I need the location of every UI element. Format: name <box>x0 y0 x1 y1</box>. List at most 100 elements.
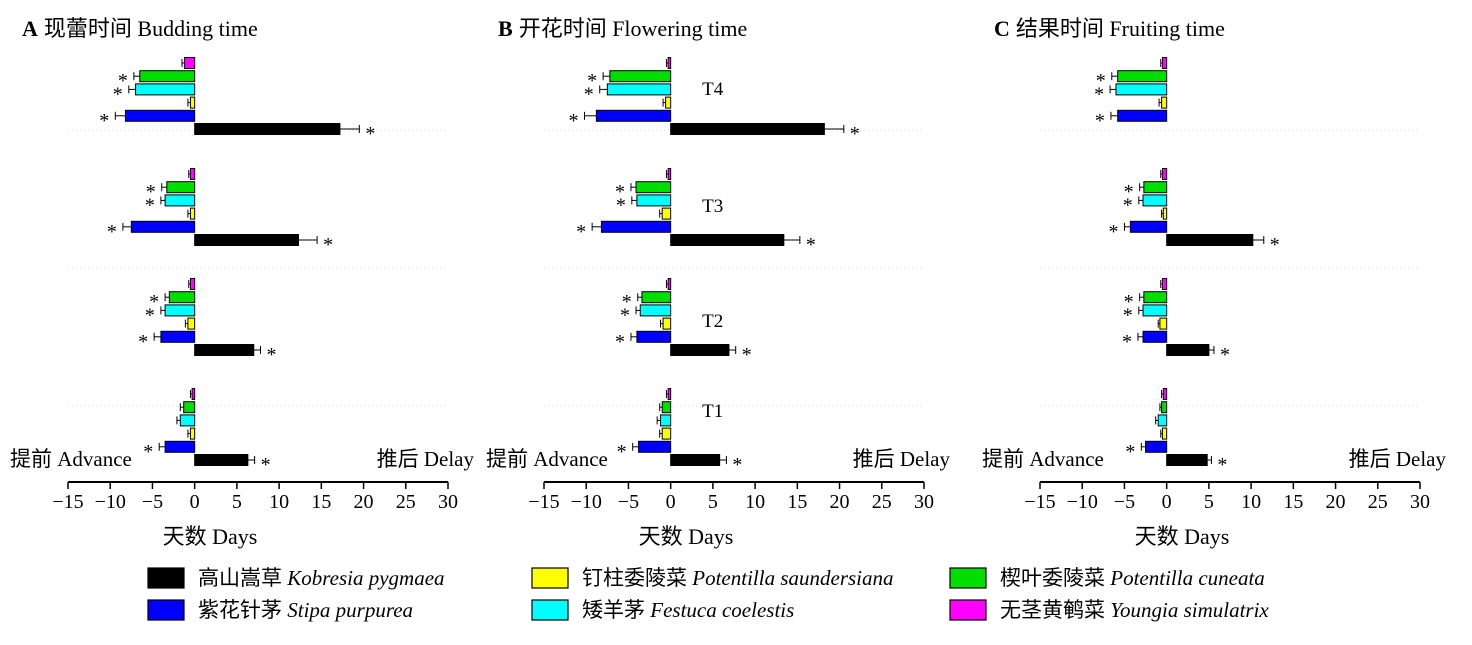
bar <box>1117 70 1168 83</box>
x-tick-label: −15 <box>1024 491 1055 513</box>
significance-star: * <box>616 194 626 216</box>
legend-swatch <box>147 599 185 621</box>
significance-star: * <box>138 331 148 353</box>
bar <box>670 234 785 246</box>
significance-star: * <box>323 234 333 256</box>
legend-item: 无茎黄鹌菜 Youngia simulatrix <box>949 598 1269 622</box>
panel-title-text: 结果时间 Fruiting time <box>1016 16 1225 41</box>
bar <box>667 388 672 400</box>
bar <box>635 181 672 194</box>
significance-star: * <box>99 110 109 132</box>
category-label: T2 <box>702 311 723 332</box>
legend-cn-name: 紫花针茅 <box>198 598 287 622</box>
bar <box>661 427 672 440</box>
significance-star: * <box>615 181 625 203</box>
bar <box>660 414 672 427</box>
bar <box>670 123 825 135</box>
significance-star: * <box>1217 454 1227 476</box>
bar <box>189 207 196 220</box>
x-axis-title: 天数 Days <box>1135 524 1230 549</box>
bar <box>1166 234 1254 246</box>
significance-star: * <box>1125 441 1135 463</box>
legend-item: 高山嵩草 Kobresia pygmaea <box>147 566 445 590</box>
bar <box>600 220 672 233</box>
significance-star: * <box>1123 194 1133 216</box>
x-tick-label: 30 <box>914 491 934 513</box>
x-tick-label: 25 <box>396 491 416 513</box>
significance-star: * <box>1122 331 1132 353</box>
significance-star: * <box>617 441 627 463</box>
x-tick-label: 25 <box>872 491 892 513</box>
bar <box>164 440 196 453</box>
bar <box>665 96 672 109</box>
x-tick-label: 10 <box>1241 491 1261 513</box>
bar <box>1161 168 1168 180</box>
significance-star: * <box>742 344 752 366</box>
panel-letter: C <box>994 16 1010 41</box>
bar <box>187 317 196 330</box>
significance-star: * <box>1123 304 1133 326</box>
bar <box>1162 207 1168 220</box>
bar <box>139 70 196 83</box>
legend-latin-name: Stipa purpurea <box>287 598 413 622</box>
bar <box>189 96 196 109</box>
bar <box>636 194 672 207</box>
x-tick-label: −15 <box>52 491 83 513</box>
x-tick-label: −5 <box>142 491 163 513</box>
bar <box>1166 454 1208 466</box>
legend-latin-name: Kobresia pygmaea <box>286 566 444 590</box>
bar <box>670 454 721 466</box>
bar <box>1161 57 1168 69</box>
legend-latin-name: Potentilla saundersiana <box>691 566 893 590</box>
x-tick-label: 10 <box>745 491 765 513</box>
significance-star: * <box>622 291 632 313</box>
x-tick-label: 5 <box>232 491 242 513</box>
significance-star: * <box>145 304 155 326</box>
bar <box>639 304 672 317</box>
bar <box>1142 304 1168 317</box>
advance-label: 提前 Advance <box>982 447 1104 471</box>
bar <box>124 109 196 122</box>
advance-label: 提前 Advance <box>486 447 608 471</box>
significance-star: * <box>850 123 860 145</box>
category-label: T4 <box>702 79 724 100</box>
delay-label: 推后 Delay <box>853 447 951 471</box>
x-tick-label: 0 <box>666 491 676 513</box>
bar <box>164 304 196 317</box>
bar <box>662 317 672 330</box>
bar <box>1159 317 1168 330</box>
significance-star: * <box>806 234 816 256</box>
bar <box>194 454 249 466</box>
x-tick-label: 5 <box>1204 491 1214 513</box>
bar <box>636 330 672 343</box>
x-tick-label: 5 <box>708 491 718 513</box>
significance-star: * <box>365 123 375 145</box>
bar <box>194 234 300 246</box>
significance-star: * <box>1096 70 1106 92</box>
x-axis-title: 天数 Days <box>163 524 258 549</box>
panel-title: A 现蕾时间 Budding time <box>22 16 258 41</box>
legend-swatch <box>531 599 569 621</box>
bar <box>638 440 672 453</box>
significance-star: * <box>107 221 117 243</box>
bar <box>189 278 196 290</box>
x-tick-label: 25 <box>1368 491 1388 513</box>
bar <box>1166 344 1210 356</box>
bar <box>194 344 255 356</box>
bar <box>1115 83 1168 96</box>
x-tick-label: 15 <box>1283 491 1303 513</box>
bar <box>130 220 196 233</box>
panel-title: C 结果时间 Fruiting time <box>994 16 1225 41</box>
legend-swatch <box>949 567 987 589</box>
significance-star: * <box>587 70 597 92</box>
x-tick-label: 15 <box>311 491 331 513</box>
x-axis-title: 天数 Days <box>639 524 734 549</box>
x-tick-label: 10 <box>269 491 289 513</box>
x-tick-label: 15 <box>787 491 807 513</box>
legend-label: 紫花针茅 Stipa purpurea <box>198 598 413 622</box>
legend-item: 矮羊茅 Festuca coelestis <box>531 598 794 622</box>
legend-item: 钉柱委陵菜 Potentilla saundersiana <box>531 566 894 590</box>
category-label: T3 <box>702 196 723 217</box>
significance-star: * <box>615 331 625 353</box>
